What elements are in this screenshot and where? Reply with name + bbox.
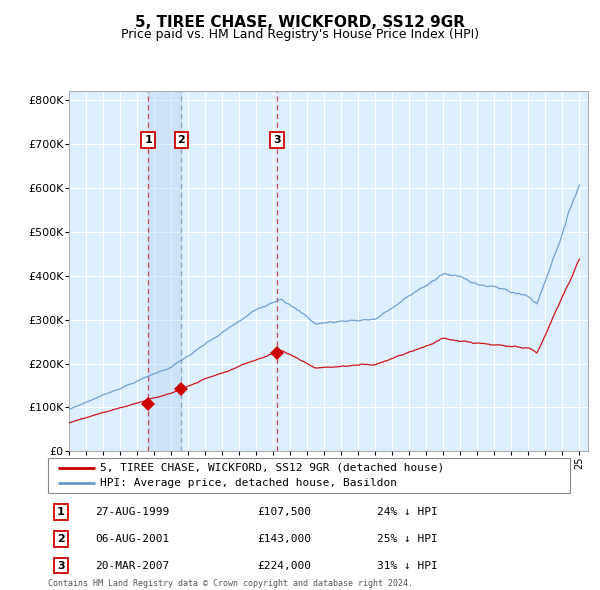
Text: 06-AUG-2001: 06-AUG-2001 [95,534,169,544]
Text: £143,000: £143,000 [257,534,311,544]
Text: Price paid vs. HM Land Registry's House Price Index (HPI): Price paid vs. HM Land Registry's House … [121,28,479,41]
Text: £107,500: £107,500 [257,507,311,517]
Text: 5, TIREE CHASE, WICKFORD, SS12 9GR (detached house): 5, TIREE CHASE, WICKFORD, SS12 9GR (deta… [100,463,445,473]
Text: 2: 2 [178,135,185,145]
Bar [148,91,181,451]
Text: 27-AUG-1999: 27-AUG-1999 [95,507,169,517]
Text: 20-MAR-2007: 20-MAR-2007 [95,560,169,571]
Text: Contains HM Land Registry data © Crown copyright and database right 2024.
This d: Contains HM Land Registry data © Crown c… [48,579,413,590]
Text: 24% ↓ HPI: 24% ↓ HPI [377,507,437,517]
Text: 2: 2 [57,534,65,544]
Text: 3: 3 [273,135,281,145]
Text: 31% ↓ HPI: 31% ↓ HPI [377,560,437,571]
Text: 25% ↓ HPI: 25% ↓ HPI [377,534,437,544]
Text: 3: 3 [57,560,65,571]
Text: 1: 1 [144,135,152,145]
Text: 5, TIREE CHASE, WICKFORD, SS12 9GR: 5, TIREE CHASE, WICKFORD, SS12 9GR [135,15,465,30]
Text: £224,000: £224,000 [257,560,311,571]
FancyBboxPatch shape [48,458,570,493]
Text: 1: 1 [57,507,65,517]
Text: HPI: Average price, detached house, Basildon: HPI: Average price, detached house, Basi… [100,478,397,489]
